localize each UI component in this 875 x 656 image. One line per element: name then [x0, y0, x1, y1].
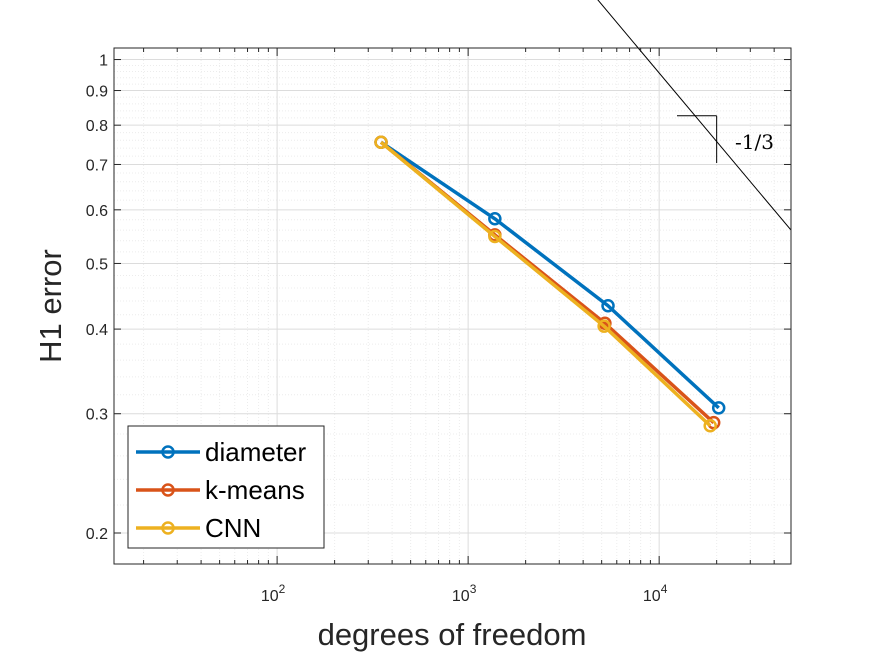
x-tick-labels: 102 103 104	[261, 582, 668, 605]
x-tick-label: 102	[261, 582, 286, 605]
series-line-diameter	[380, 140, 720, 410]
legend-entry-diameter: diameter	[136, 437, 306, 467]
series-cnn	[374, 135, 717, 433]
series-layer	[374, 135, 726, 433]
data-point-diameter	[711, 401, 726, 415]
x-tick-label: 103	[452, 582, 477, 605]
y-tick-label: 0.7	[86, 157, 108, 174]
legend-marker-diameter	[161, 445, 175, 459]
legend-label-k-means: k-means	[205, 475, 305, 505]
legend-label-diameter: diameter	[205, 437, 306, 467]
data-point-cnn	[488, 229, 502, 244]
legend-entry-k-means: k-means	[136, 475, 305, 505]
y-tick-label: 0.5	[86, 256, 108, 273]
legend-entry-cnn: CNN	[136, 513, 261, 543]
plot-border	[113, 47, 792, 565]
reference-slope-layer	[597, 0, 792, 231]
y-tick-label: 1	[99, 53, 108, 70]
reference-slope-line	[597, 0, 792, 231]
legend-marker-k-means	[161, 483, 175, 497]
legend-entries: diameter k-means CNN	[136, 437, 306, 543]
legend-marker-cnn	[161, 521, 175, 535]
slope-label: -1/3	[735, 130, 774, 154]
data-point-cnn	[597, 319, 611, 333]
y-tick-label: 0.8	[86, 118, 108, 135]
y-tick-label: 0.9	[86, 84, 108, 101]
y-tick-label: 0.3	[86, 407, 108, 424]
y-tick-labels: 0.2 0.3 0.4 0.5 0.6 0.7 0.8 0.9 1	[86, 53, 108, 543]
x-tick-label: 104	[643, 582, 668, 605]
y-tick-label: 0.4	[86, 322, 108, 339]
legend-label-cnn: CNN	[205, 513, 261, 543]
series-line-cnn	[379, 140, 712, 428]
y-tick-label: 0.6	[86, 203, 108, 220]
data-point-cnn	[374, 135, 388, 149]
series-diameter	[374, 135, 726, 415]
data-point-diameter	[601, 299, 615, 313]
data-point-diameter	[488, 212, 502, 226]
x-axis-label: degrees of freedom	[318, 617, 587, 652]
tick-marks	[114, 48, 791, 564]
legend[interactable]: diameter k-means CNN	[127, 425, 325, 549]
y-axis-label: H1 error	[33, 249, 68, 363]
y-tick-label: 0.2	[86, 526, 108, 543]
data-point-cnn	[703, 418, 717, 433]
